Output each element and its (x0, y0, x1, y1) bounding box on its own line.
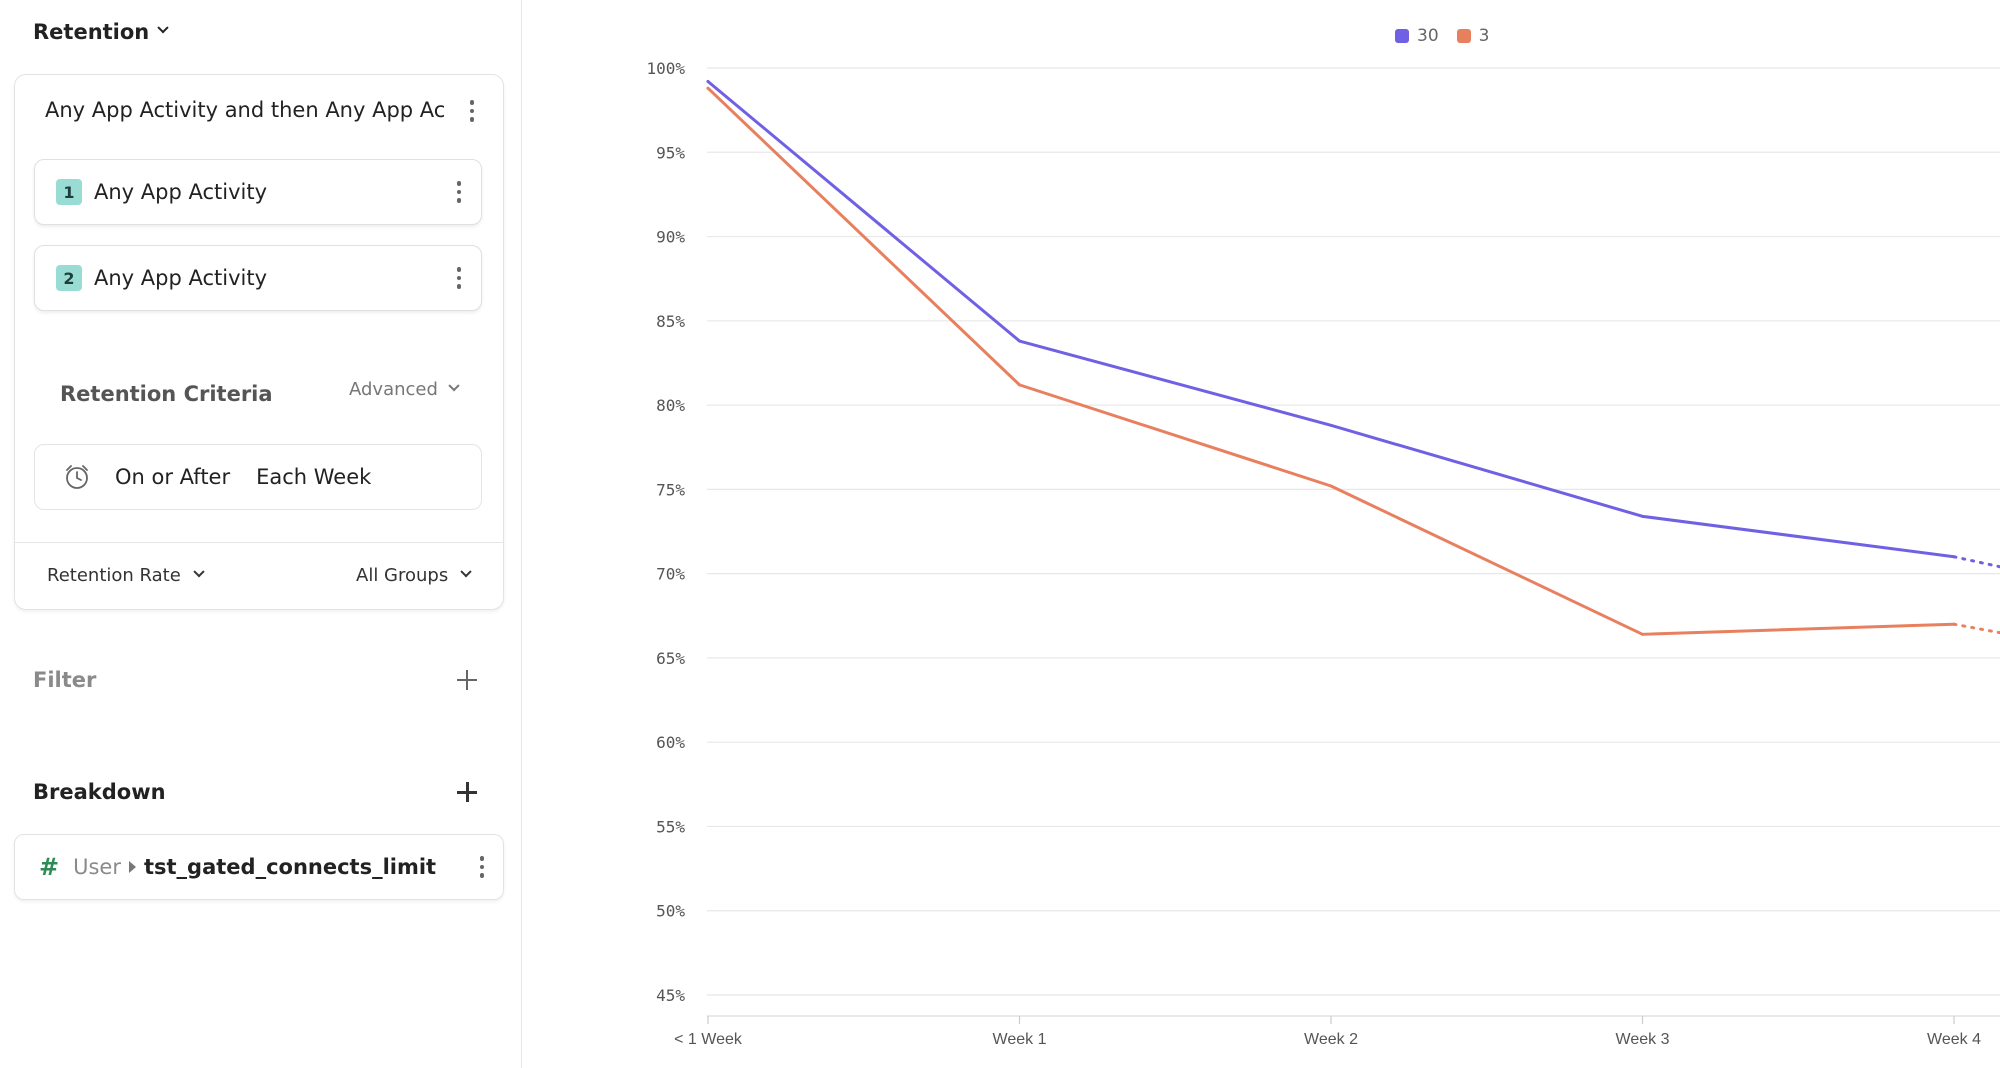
hash-icon: # (39, 853, 60, 881)
report-type-label: Retention (33, 20, 150, 44)
query-builder-sidebar: Retention Any App Activity and then Any … (0, 0, 522, 1068)
x-tick-label: Week 4 (1927, 1031, 1981, 1048)
step-number-badge: 2 (56, 265, 82, 291)
y-tick-label: 85% (656, 312, 685, 331)
alarm-clock-icon (66, 465, 88, 489)
data-point (1329, 423, 1333, 427)
data-point (1329, 484, 1333, 488)
data-point (706, 79, 710, 83)
step-menu-icon[interactable] (449, 263, 469, 293)
series-line-3 (706, 86, 1956, 636)
add-breakdown-icon[interactable] (456, 781, 478, 803)
property-menu-icon[interactable] (472, 852, 492, 882)
retention-criteria-row[interactable]: On or After Each Week (34, 444, 482, 510)
breakdown-property-card[interactable]: # User tst_gated_connects_limit (14, 834, 504, 900)
add-filter-icon[interactable] (456, 669, 478, 691)
chevron-down-icon (157, 22, 169, 34)
y-tick-label: 60% (656, 733, 685, 752)
legend-label: 30 (1417, 26, 1439, 46)
legend-swatch (1395, 29, 1409, 43)
step-event-label: Any App Activity (94, 180, 268, 204)
legend-label: 3 (1478, 26, 1490, 46)
advanced-dropdown[interactable]: Advanced (349, 379, 460, 400)
legend-item-3[interactable]: 3 (1456, 26, 1490, 46)
chevron-down-icon (460, 565, 472, 577)
chart-panel: 30 3 100% 95% 90% 85% 80% 75% 70% 65% 60% 55% 50% 4… (523, 0, 2000, 1068)
groups-label: All Groups (356, 565, 449, 586)
retention-line-chart: 100% 95% 90% 85% 80% 75% 70% 65% 60% 55% 50% 45% < 1… (646, 59, 2000, 1048)
step-number-badge: 1 (56, 179, 82, 205)
chevron-down-icon (193, 565, 205, 577)
retention-criteria-label: Retention Criteria (60, 382, 273, 406)
data-point (1641, 632, 1644, 636)
retention-step-2[interactable]: 2 Any App Activity (34, 245, 482, 311)
x-tick-label: Week 2 (1304, 1031, 1358, 1048)
measure-label: Retention Rate (47, 565, 181, 586)
y-tick-label: 100% (646, 59, 685, 78)
y-tick-label: 95% (656, 143, 685, 162)
data-point (1018, 339, 1021, 343)
y-tick-label: 90% (656, 228, 685, 247)
criteria-mode[interactable]: On or After (115, 465, 231, 489)
data-point (1018, 383, 1021, 387)
filter-label: Filter (33, 668, 97, 692)
property-name: tst_gated_connects_limit (143, 855, 437, 879)
retention-step-1[interactable]: 1 Any App Activity (34, 159, 482, 225)
legend-item-30[interactable]: 30 (1395, 26, 1439, 46)
caret-right-icon (128, 861, 136, 873)
breakdown-label: Breakdown (33, 780, 166, 804)
report-type-dropdown[interactable]: Retention (33, 18, 169, 46)
breakdown-section: Breakdown (33, 774, 478, 810)
step-event-label: Any App Activity (94, 266, 268, 290)
metric-card: Any App Activity and then Any App Ac... … (14, 74, 504, 610)
data-point (706, 86, 710, 90)
x-tick-label: Week 1 (993, 1031, 1047, 1048)
advanced-label: Advanced (349, 379, 438, 400)
step-menu-icon[interactable] (449, 177, 469, 207)
series-incomplete-segment (1952, 555, 2000, 569)
metric-menu-icon[interactable] (462, 96, 482, 126)
x-tick-label: Week 3 (1616, 1031, 1670, 1048)
filter-section: Filter (33, 662, 478, 698)
property-entity: User (73, 855, 121, 879)
y-tick-label: 70% (656, 565, 685, 584)
y-tick-label: 65% (656, 649, 685, 668)
groups-dropdown[interactable]: All Groups (356, 565, 472, 586)
data-point (1641, 514, 1644, 518)
chart-legend: 30 3 (1395, 26, 1489, 46)
criteria-period[interactable]: Each Week (256, 465, 372, 489)
measure-dropdown[interactable]: Retention Rate (47, 565, 205, 586)
y-tick-label: 80% (656, 396, 685, 415)
y-tick-label: 45% (656, 986, 685, 1005)
card-divider (15, 542, 503, 543)
legend-swatch (1456, 29, 1471, 43)
y-tick-label: 55% (656, 817, 685, 836)
series-incomplete-segment (1952, 622, 2000, 635)
metric-title[interactable]: Any App Activity and then Any App Ac... (45, 98, 445, 122)
x-tick-label: < 1 Week (674, 1031, 743, 1048)
chevron-down-icon (448, 379, 460, 391)
y-tick-label: 75% (656, 480, 685, 499)
y-tick-label: 50% (656, 902, 685, 921)
